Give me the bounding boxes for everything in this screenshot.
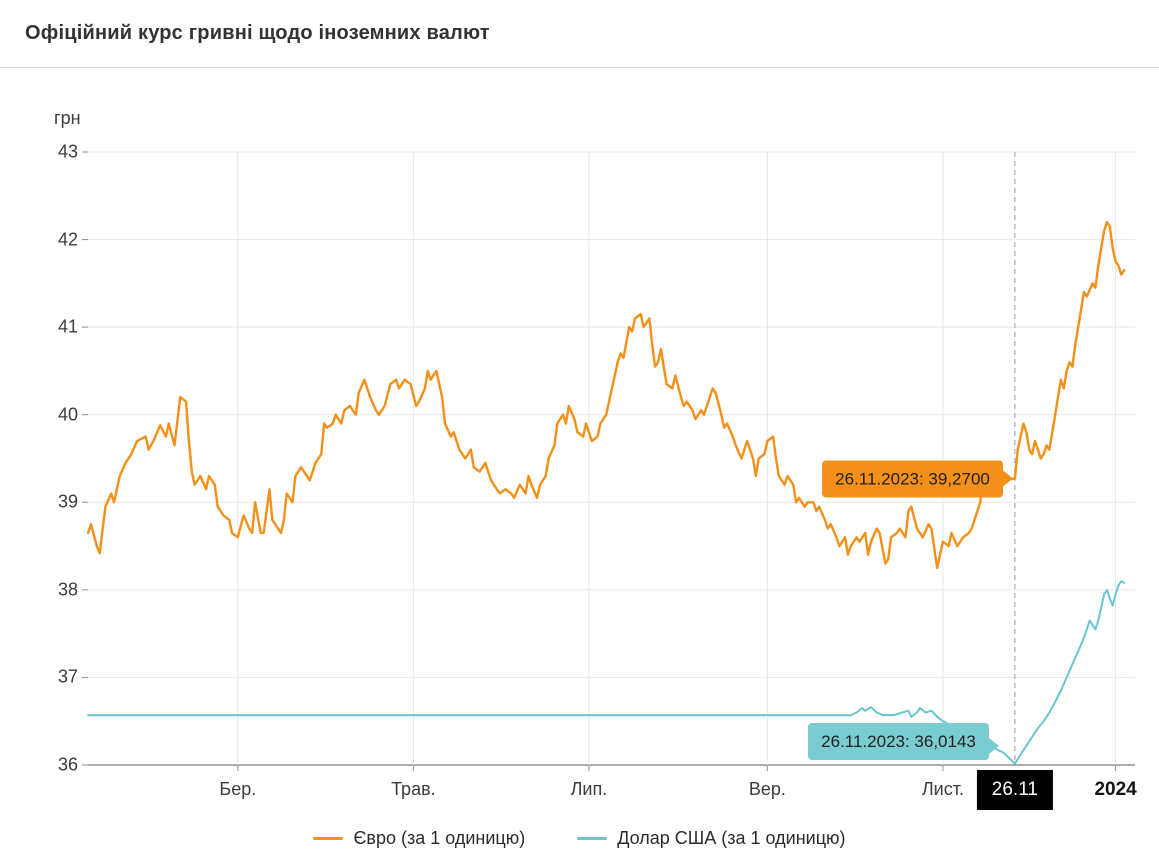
legend-label-euro: Євро (за 1 одиницю) [353, 828, 526, 848]
y-tick-label: 41 [57, 316, 78, 337]
y-tick-label: 38 [57, 579, 78, 600]
header: Офіційний курс гривні щодо іноземних вал… [0, 0, 1159, 68]
exchange-rate-chart: грн 26.11.2023: 39,2700 26.11.2023: 36,0… [0, 68, 1159, 868]
legend-item-usd[interactable]: Долар США (за 1 одиницю) [577, 828, 846, 849]
y-tick-label: 40 [57, 404, 78, 425]
y-tick-label: 37 [57, 666, 78, 687]
x-tick-label: Трав. [391, 779, 436, 799]
tooltip-usd: 26.11.2023: 36,0143 [808, 722, 989, 760]
x-tick-label: Вер. [748, 779, 786, 799]
page-title: Офіційний курс гривні щодо іноземних вал… [25, 22, 490, 44]
x-tick-label-year: 2024 [1094, 779, 1137, 800]
usd-line-swatch [577, 837, 608, 840]
y-tick-label: 39 [57, 491, 78, 512]
x-tick-label: Лист. [921, 779, 964, 799]
y-tick-label: 43 [57, 141, 78, 162]
legend: Євро (за 1 одиницю) Долар США (за 1 один… [0, 828, 1159, 849]
x-tick-label: Бер. [219, 779, 257, 799]
y-tick-label: 42 [57, 229, 78, 250]
y-tick-label: 36 [57, 754, 78, 775]
tooltip-euro: 26.11.2023: 39,2700 [822, 460, 1003, 498]
legend-item-euro[interactable]: Євро (за 1 одиницю) [313, 828, 525, 849]
legend-label-usd: Долар США (за 1 одиницю) [617, 828, 846, 848]
euro-line-swatch [313, 837, 344, 840]
y-axis-unit-label: грн [54, 108, 81, 128]
selected-date-label: 26.11 [976, 770, 1053, 810]
x-tick-label: Лип. [570, 779, 608, 799]
